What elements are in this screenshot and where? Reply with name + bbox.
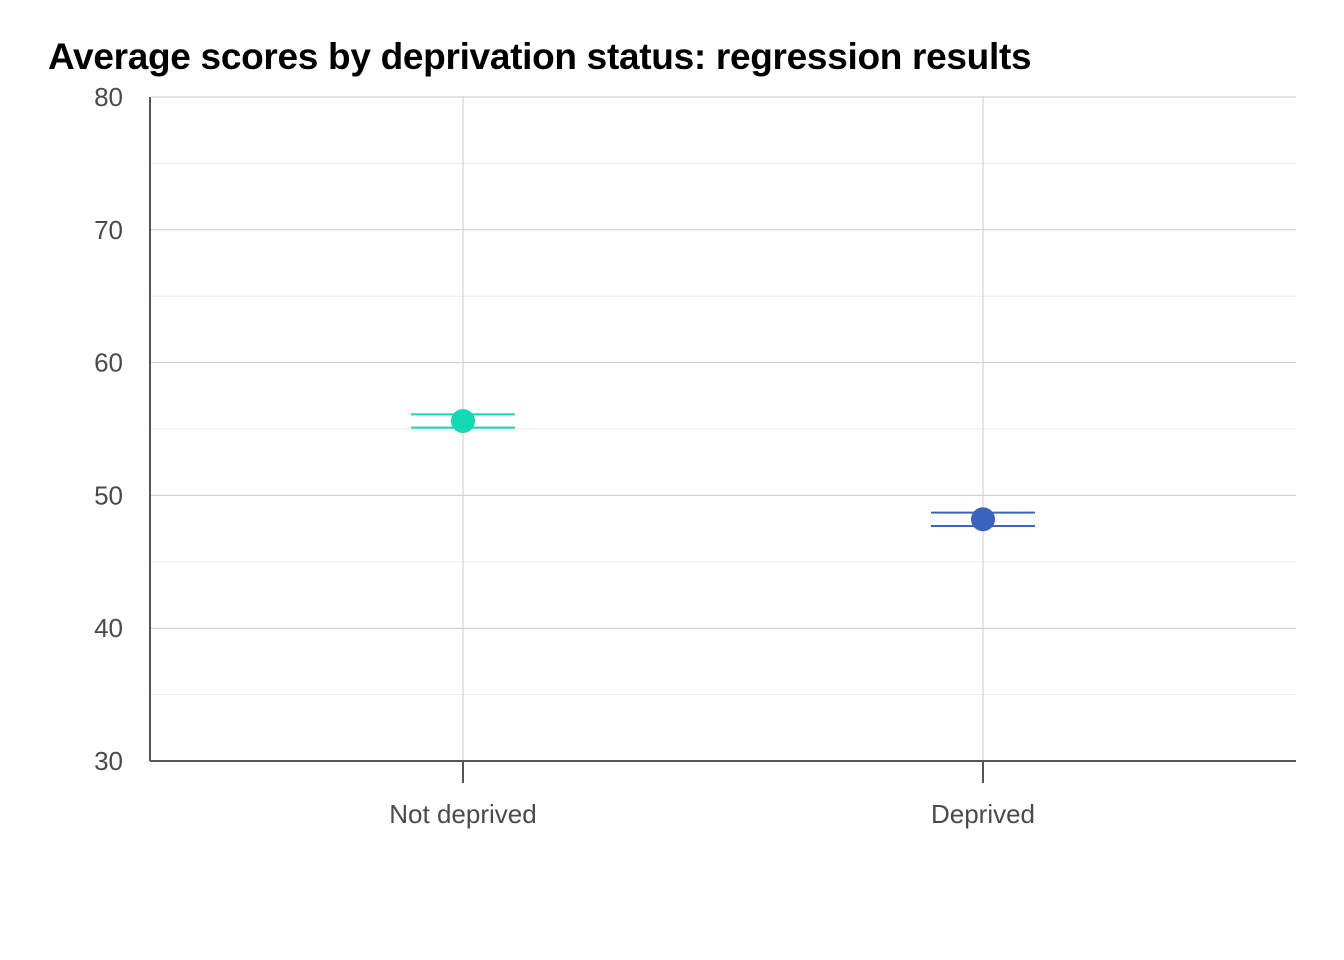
y-tick-label: 40 [94, 613, 123, 643]
y-tick-label: 70 [94, 215, 123, 245]
y-tick-label: 80 [94, 82, 123, 112]
gridlines [150, 96, 1296, 761]
chart-title: Average scores by deprivation status: re… [48, 36, 1032, 77]
x-tick-label: Not deprived [389, 799, 536, 829]
x-tick-label: Deprived [931, 799, 1035, 829]
axes [149, 97, 1296, 783]
y-tick-label: 50 [94, 480, 123, 510]
data-marks [411, 409, 1035, 532]
data-point [451, 409, 475, 434]
tick-labels: Not deprived Deprived 30 40 50 60 70 80 [94, 82, 1035, 829]
data-point [971, 507, 995, 532]
y-tick-label: 60 [94, 348, 123, 378]
y-tick-label: 30 [94, 746, 123, 776]
